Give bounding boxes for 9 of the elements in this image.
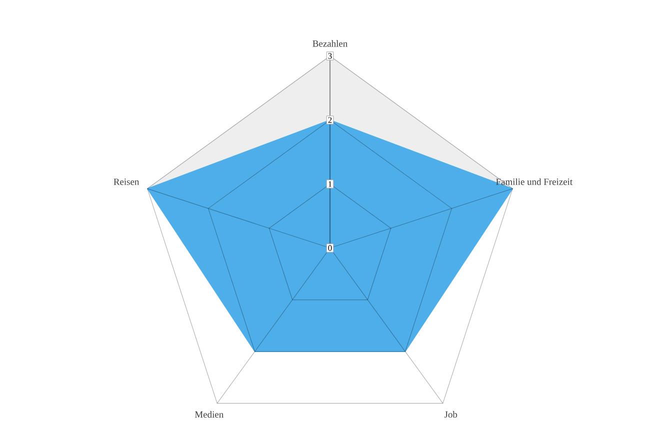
spoke-label: Familie und Freizeit — [496, 178, 572, 185]
spoke-label: Bezahlen — [312, 40, 348, 47]
spoke-label: Reisen — [114, 178, 140, 185]
y-tick-label: 3 — [328, 53, 332, 59]
y-tick-label: 1 — [328, 181, 332, 187]
y-tick-label: 2 — [328, 117, 332, 123]
y-tick-label: 0 — [328, 245, 332, 251]
spoke-label: Job — [444, 411, 458, 418]
spoke-label: Medien — [194, 411, 224, 418]
